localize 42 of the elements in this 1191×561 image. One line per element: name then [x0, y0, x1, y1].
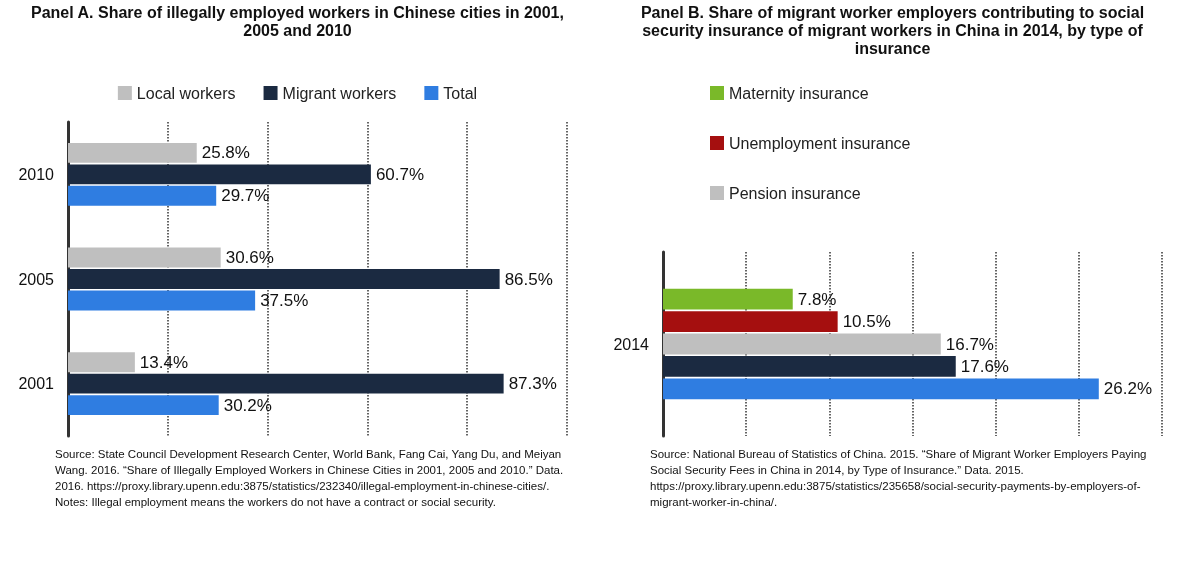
legend-label: Local workers — [136, 84, 236, 102]
y-tick-label: 2005 — [18, 270, 55, 288]
data-label: 26.2% — [1103, 379, 1152, 399]
y-tick-label: 2014 — [613, 335, 650, 353]
source-note: Source: National Bureau of Statistics of China. 2015. “Share of Migrant Worker Employers Paying Social Security Fees in China in 2014, by Type of Insurance.” Data. 2015. https://proxy.library.upenn.edu:3875/statistics/235658/social-security-payments-by-employers-of-migrant-worker-in-china/. — [649, 447, 1148, 510]
source-note: Source: State Council Development Research Center, World Bank, Fang Cai, Yang Du, and Meiyan Wang. 2016. “Share of Illegally Employed Workers in Chinese Cities in 2001, 2005 and 2010.” Data. 2016. https://proxy.library.upenn.edu:3875/statistics/232340/illegal-employment-in-chinese-cities/. Notes: Illegal employment means the workers do not have a contract or social security. — [54, 447, 565, 510]
data-label: 30.6% — [225, 248, 274, 268]
bar — [68, 373, 504, 394]
chart-title: Panel B. Share of migrant worker employers contributing to social security insurance of migrant workers in China in 2014, by type of insurance — [639, 3, 1146, 59]
legend-label: Pension insurance — [729, 184, 861, 202]
data-label: 60.7% — [375, 164, 425, 184]
bar — [663, 356, 956, 377]
legend-label: Unemployment insurance — [729, 134, 911, 152]
bar — [68, 269, 500, 289]
bar — [663, 311, 838, 332]
data-label: 86.5% — [504, 269, 553, 289]
chart-title: Panel A. Share of illegally employed workers in Chinese cities in 2001, 2005 and 2010 — [30, 3, 565, 41]
bar — [68, 185, 217, 206]
legend-label: Migrant workers — [282, 84, 397, 102]
data-label: 87.3% — [508, 374, 557, 394]
bar — [663, 288, 793, 310]
legend-label: Maternity insurance — [729, 84, 869, 102]
data-label: 29.7% — [221, 186, 270, 206]
bar — [68, 142, 197, 163]
bar — [663, 378, 1099, 400]
bar — [68, 290, 256, 311]
legend-label: Total — [443, 84, 478, 102]
data-label: 7.8% — [797, 289, 837, 309]
data-label: 37.5% — [260, 290, 309, 310]
data-label: 30.2% — [223, 395, 272, 415]
bar — [68, 352, 135, 373]
bar — [68, 164, 371, 185]
bar — [68, 395, 219, 416]
data-label: 10.5% — [842, 312, 891, 332]
bar — [663, 333, 941, 355]
bar — [68, 247, 221, 268]
y-tick-label: 2001 — [18, 375, 55, 393]
data-label: 13.4% — [139, 352, 189, 372]
data-label: 16.7% — [945, 334, 994, 354]
data-label: 25.8% — [201, 143, 250, 163]
y-tick-label: 2010 — [18, 165, 55, 183]
data-label: 17.6% — [960, 356, 1009, 376]
